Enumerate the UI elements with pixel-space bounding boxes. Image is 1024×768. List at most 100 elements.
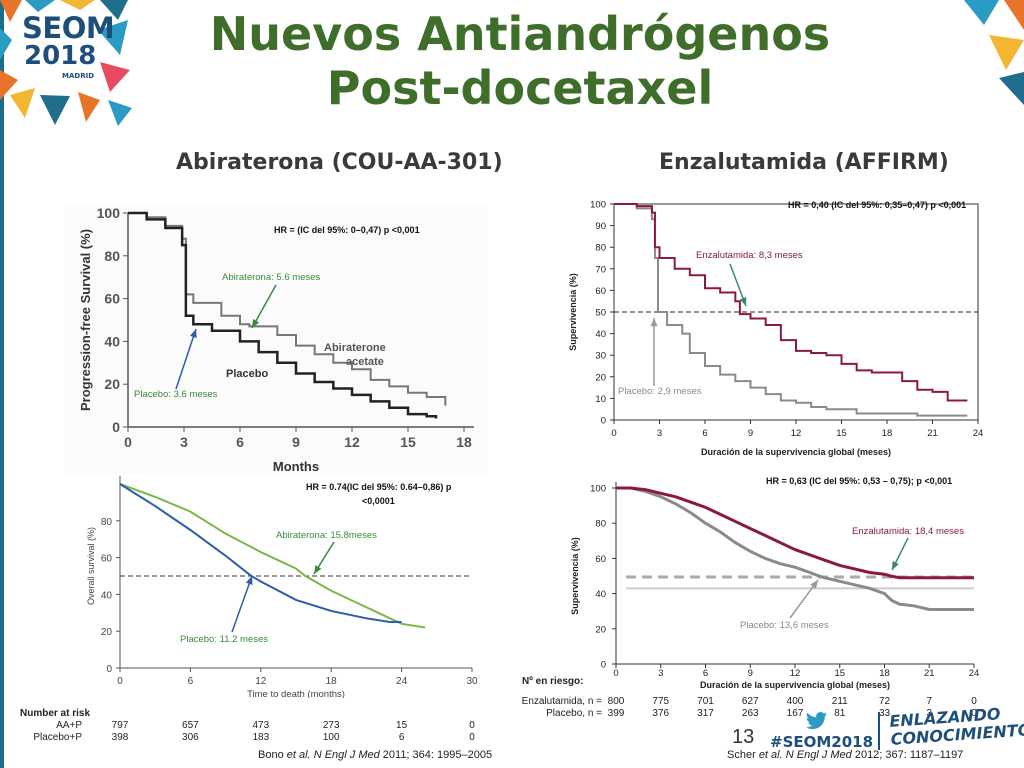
risk-cell: 183 [252, 732, 270, 743]
hr-text-line2: <0,0001 [362, 496, 395, 506]
series-line-enzalutamide [616, 486, 974, 580]
risk-cell: 775 [652, 696, 670, 707]
x-tick-label: 24 [969, 668, 980, 679]
risk-row-label: Placebo+P [33, 732, 82, 743]
tagline: ENLAZANDO CONOCIMIENTO [889, 703, 1024, 749]
citation-bono: Bono et al. N Engl J Med 2011; 364: 1995… [258, 749, 492, 761]
risk-cell: 317 [697, 708, 714, 719]
series-line-placebo [119, 483, 402, 623]
x-tick-label: 15 [834, 668, 845, 679]
x-tick-label: 21 [927, 428, 938, 439]
y-tick-label: 50 [595, 308, 606, 319]
subtitle-enzalutamide: Enzalutamida (AFFIRM) [659, 150, 949, 175]
risk-cell: 3 [926, 708, 933, 719]
hr-text: HR = (IC del 95%: 0–0,47) p <0,001 [274, 225, 420, 235]
risk-cell: 0 [469, 732, 475, 743]
x-tick-label: 6 [188, 676, 194, 687]
arrow-drug-head [252, 319, 260, 328]
cite-rest: 2012; 367: 1187–1197 [854, 749, 964, 761]
enza-os-chart: 0 20 40 60 80 100 0 3 6 9 12 15 18 21 24 Duración de la… [570, 476, 980, 690]
hashtag: #SEOM2018 [770, 733, 874, 751]
abi-risk-table: Number at risk AA+P Placebo+P 797 657 473 2… [20, 708, 490, 746]
y-tick-label: 10 [595, 394, 606, 405]
hr-text: HR = 0,63 (IC del 95%: 0,53 – 0,75); p <… [766, 476, 952, 486]
y-tick-label: 0 [601, 660, 606, 671]
enza-pfs-panel: 0 10 20 30 40 50 60 70 80 90 100 0 3 6 9 12 15 18 21 24 Dura… [562, 192, 994, 464]
cite-journal: N Engl J Med [785, 749, 852, 761]
risk-cell: 0 [971, 708, 977, 719]
risk-cell: 657 [182, 720, 199, 731]
y-tick-label: 60 [595, 554, 606, 565]
risk-header: Nº en riesgo: [522, 676, 584, 687]
y-tick-label: 0 [106, 664, 112, 675]
cite-etal: et al. [286, 749, 311, 761]
x-tick-label: 3 [657, 428, 662, 439]
x-axis-label: Months [273, 459, 319, 474]
y-tick-label: 80 [104, 248, 120, 264]
risk-row-label: Placebo, n = [546, 708, 602, 719]
x-tick-label: 9 [292, 434, 300, 450]
annotation-placebo: Placebo: 13,6 meses [740, 620, 829, 631]
arrow-placebo-head [190, 329, 197, 338]
abi-os-panel: 0 20 40 60 80 0 6 12 18 24 30 Time to death (months… [4, 476, 488, 700]
x-axis-label: Duración de la supervivencia global (mes… [700, 680, 890, 690]
risk-cell: 0 [469, 720, 475, 731]
y-tick-label: 40 [595, 329, 606, 340]
x-tick-label: 3 [658, 668, 663, 679]
y-tick-label: 20 [101, 627, 113, 638]
x-tick-label: 15 [836, 428, 847, 439]
x-tick-label: 6 [236, 434, 244, 450]
x-tick-label: 18 [456, 434, 472, 450]
series-line-abiraterone [128, 212, 447, 406]
x-tick-label: 0 [124, 434, 132, 450]
risk-row-label: Enzalutamida, n = [521, 696, 602, 707]
risk-cell: 72 [878, 696, 891, 707]
risk-cell: 263 [741, 708, 759, 719]
y-axis-label: Supervivencia (%) [568, 273, 578, 351]
curve-label-acetate: acetate [346, 356, 384, 368]
arrow-placebo-head [810, 580, 818, 589]
risk-cell: 7 [926, 696, 933, 707]
x-axis-label: Duración de la supervivencia global (mes… [701, 447, 891, 457]
y-tick-label: 60 [595, 286, 606, 297]
series-line-placebo [128, 211, 438, 419]
x-tick-label: 12 [791, 428, 802, 439]
risk-cell: 33 [878, 708, 891, 719]
risk-cell: 273 [322, 720, 340, 731]
enza-pfs-chart: 0 10 20 30 40 50 60 70 80 90 100 0 3 6 9 12 15 18 21 24 Dura… [568, 200, 983, 458]
x-tick-label: 3 [180, 434, 188, 450]
arrow-drug-head [739, 297, 747, 306]
enza-risk-table: Nº en riesgo: Enzalutamida, n = Placebo,… [510, 674, 990, 722]
abi-pfs-chart: 0 20 40 60 80 100 0 3 6 9 12 15 18 Months Progression-… [78, 205, 474, 474]
x-tick-label: 0 [611, 428, 616, 439]
page-number: 13 [732, 726, 755, 748]
cite-authors: Bono [258, 749, 284, 761]
annotation-placebo: Placebo: 11.2 meses [180, 634, 268, 645]
page-title-line1: Nuevos Antiandrógenos [209, 7, 831, 61]
y-tick-label: 0 [601, 416, 606, 427]
y-tick-label: 60 [104, 291, 120, 307]
y-tick-label: 20 [595, 372, 606, 383]
x-tick-label: 21 [924, 668, 935, 679]
risk-cell: 797 [111, 720, 129, 731]
y-axis-label: Supervivencia (%) [570, 537, 580, 615]
x-axis-label: Time to death (months) [247, 689, 345, 698]
cite-journal: N Engl J Med [313, 749, 380, 761]
series-line-enzalutamide [614, 203, 968, 402]
risk-header: Number at risk [20, 708, 91, 719]
x-tick-label: 9 [748, 428, 753, 439]
risk-cell: 81 [834, 708, 846, 719]
risk-cell: 306 [182, 732, 199, 743]
curve-label-abiraterone: Abiraterone [324, 342, 386, 354]
x-tick-label: 6 [702, 428, 707, 439]
x-tick-label: 24 [396, 676, 408, 687]
series-line-placebo [614, 203, 968, 417]
corner-decoration [964, 0, 1024, 105]
series-line-aa [119, 483, 426, 629]
curve-label-placebo: Placebo [226, 368, 268, 380]
x-tick-label: 12 [255, 676, 267, 687]
y-tick-label: 30 [595, 351, 606, 362]
x-tick-label: 15 [400, 434, 416, 450]
abi-os-chart: 0 20 40 60 80 0 6 12 18 24 30 Time to death (months… [86, 476, 478, 700]
subtitle-abiraterone: Abiraterona (COU-AA-301) [176, 150, 503, 175]
